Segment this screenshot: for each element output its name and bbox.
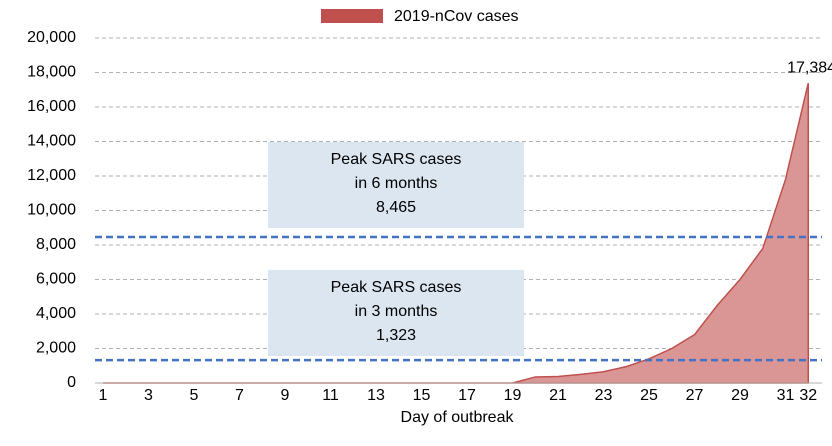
annotation-box bbox=[268, 270, 524, 356]
x-tick-label: 3 bbox=[144, 387, 153, 404]
x-tick-label: 32 bbox=[799, 387, 817, 404]
x-tick-label: 23 bbox=[595, 387, 613, 404]
annotation-text: Peak SARS cases bbox=[331, 279, 462, 296]
annotation-text: 8,465 bbox=[376, 199, 416, 216]
y-tick-label: 2,000 bbox=[36, 340, 76, 357]
x-tick-label: 5 bbox=[190, 387, 199, 404]
x-tick-label: 21 bbox=[549, 387, 567, 404]
y-tick-label: 12,000 bbox=[27, 167, 76, 184]
x-tick-label: 19 bbox=[504, 387, 522, 404]
x-tick-label: 25 bbox=[640, 387, 658, 404]
y-tick-label: 4,000 bbox=[36, 305, 76, 322]
x-tick-label: 7 bbox=[235, 387, 244, 404]
x-tick-label: 17 bbox=[458, 387, 476, 404]
data-label: 17,384.0 bbox=[787, 59, 832, 76]
y-tick-label: 14,000 bbox=[27, 133, 76, 150]
x-tick-label: 15 bbox=[413, 387, 431, 404]
legend-swatch bbox=[321, 9, 383, 23]
x-tick-label: 11 bbox=[322, 387, 339, 404]
x-tick-label: 1 bbox=[99, 387, 108, 404]
x-tick-label: 29 bbox=[731, 387, 749, 404]
annotation-text: in 6 months bbox=[355, 175, 438, 192]
x-tick-label: 13 bbox=[367, 387, 385, 404]
x-tick-label: 27 bbox=[686, 387, 704, 404]
annotation-text: Peak SARS cases bbox=[331, 151, 462, 168]
annotation-text: 1,323 bbox=[376, 327, 416, 344]
y-tick-label: 16,000 bbox=[27, 98, 76, 115]
x-axis-label: Day of outbreak bbox=[401, 409, 515, 426]
x-tick-label: 9 bbox=[281, 387, 290, 404]
y-tick-label: 18,000 bbox=[27, 64, 76, 81]
x-tick-label: 31 bbox=[777, 387, 795, 404]
legend-label: 2019-nCov cases bbox=[394, 8, 519, 25]
y-tick-label: 8,000 bbox=[36, 236, 76, 253]
annotation-box bbox=[268, 142, 524, 228]
y-tick-label: 6,000 bbox=[36, 271, 76, 288]
y-tick-label: 20,000 bbox=[27, 29, 76, 46]
y-tick-label: 10,000 bbox=[27, 202, 76, 219]
annotation-text: in 3 months bbox=[355, 303, 438, 320]
y-tick-label: 0 bbox=[67, 374, 76, 391]
